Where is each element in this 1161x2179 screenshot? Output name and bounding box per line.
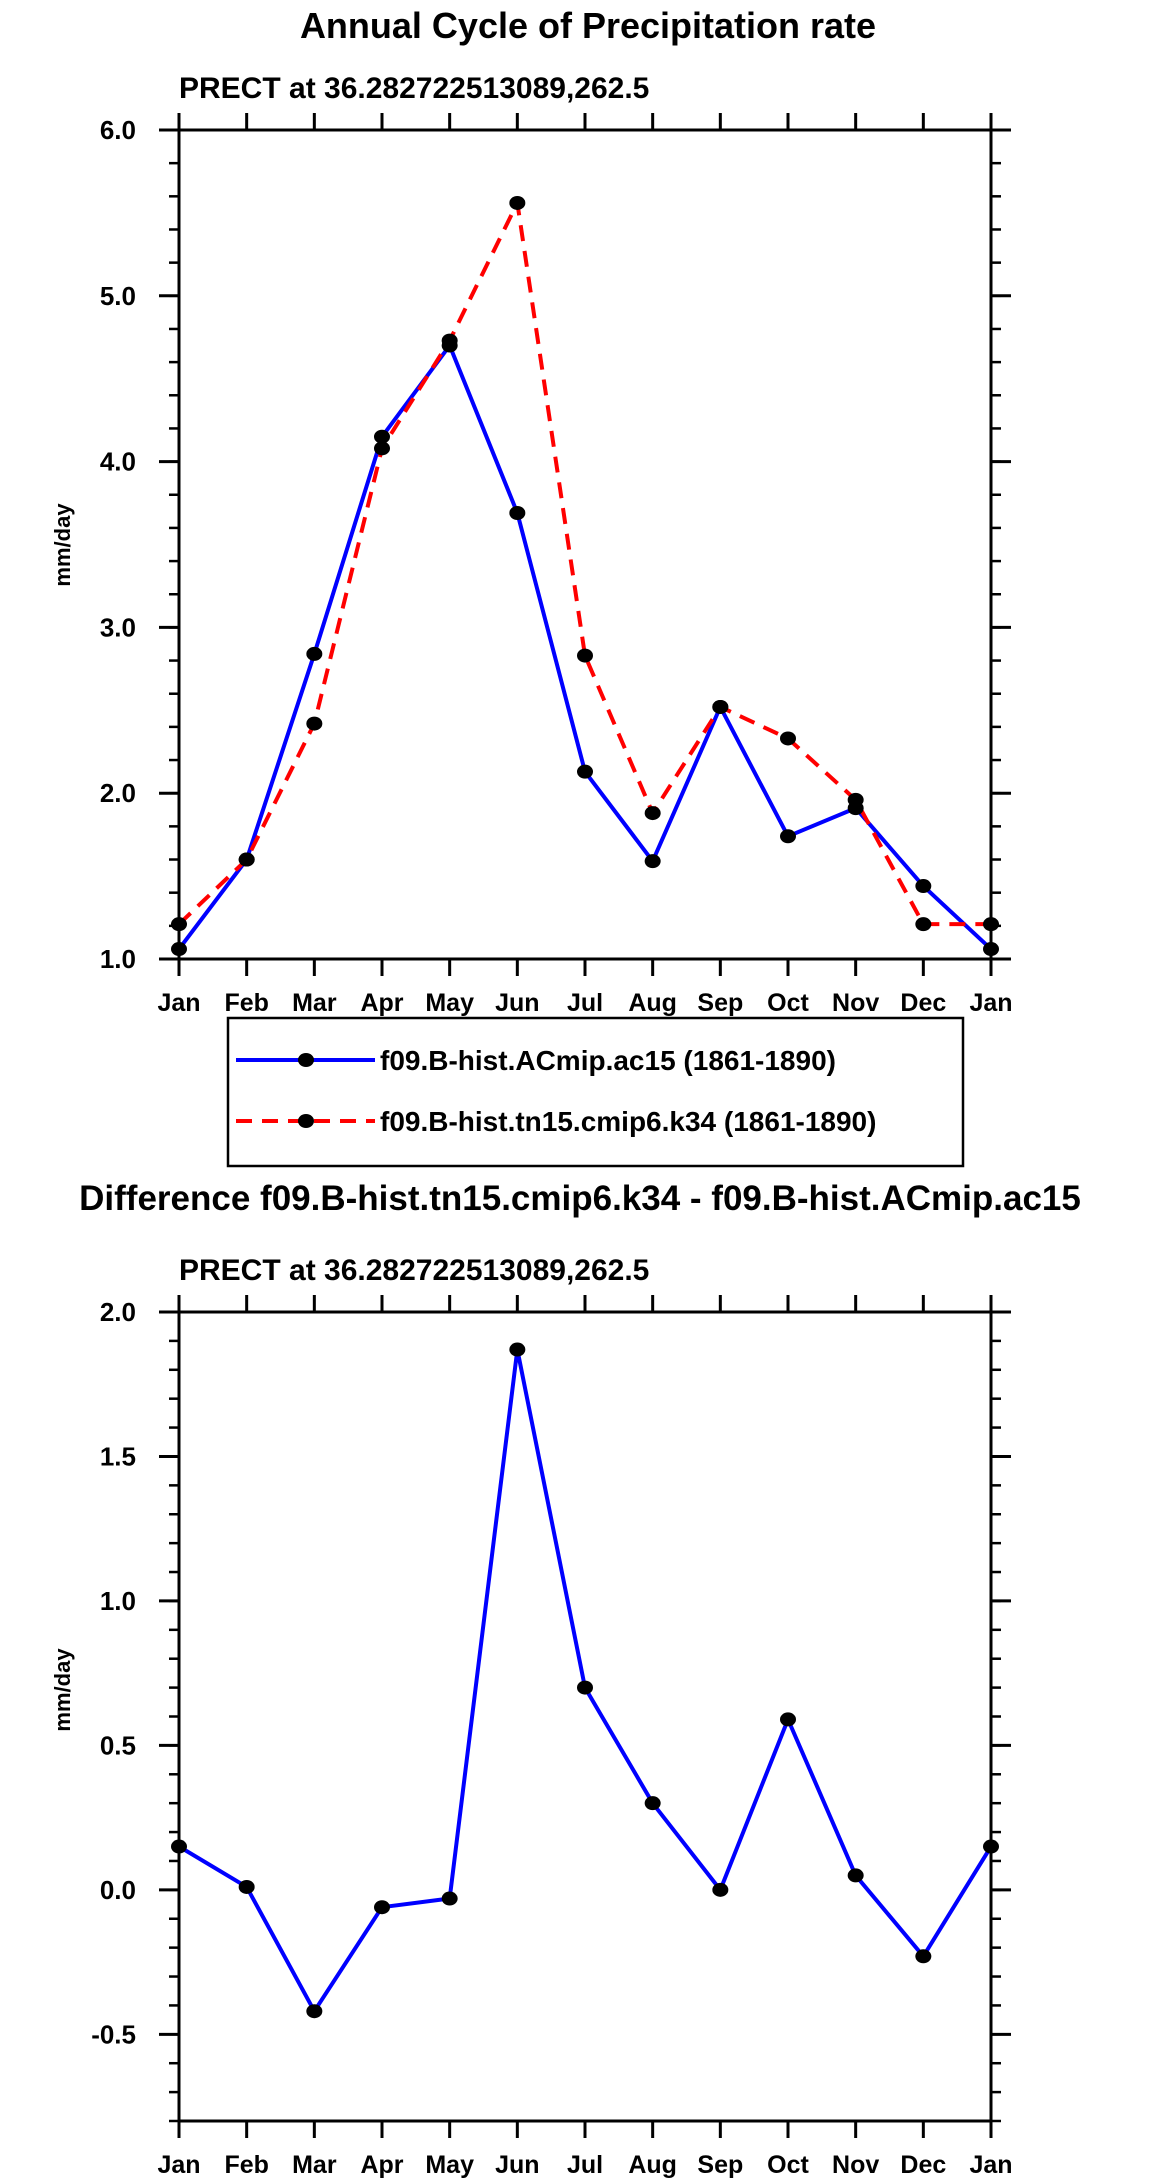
x-tick-label: Dec [900, 989, 946, 1017]
x-tick-label: Jul [567, 989, 603, 1017]
x-tick-label: Aug [628, 2151, 677, 2179]
chart1-series-1-point [915, 879, 932, 894]
y-tick-label: 1.0 [100, 1586, 136, 1616]
x-tick-label: Mar [292, 2151, 337, 2179]
x-tick-label: Mar [292, 989, 337, 1017]
chart1-series-1-point [374, 429, 390, 444]
y-tick-label: 1.5 [100, 1441, 136, 1471]
chart2-series-1-point [238, 1879, 255, 1894]
legend: f09.B-hist.ACmip.ac15 (1861-1890) f09.B-… [226, 1016, 965, 1168]
chart2-plot: Jan Feb Mar Apr May Jun Jul Aug Sep Oct Nov Dec Jan -… [91, 1295, 1013, 2179]
y-tick-label: 3.0 [100, 612, 136, 642]
chart1-series-2-point [577, 648, 593, 663]
x-tick-label: Jan [157, 989, 200, 1017]
chart2-series-1-point [780, 1712, 796, 1727]
chart1-series-2-point [238, 852, 255, 867]
y-tick-label: 2.0 [100, 778, 136, 808]
chart2-series-1-point [374, 1900, 390, 1915]
chart1-series-2-point [171, 917, 187, 932]
legend-box [226, 1016, 965, 1168]
chart1-ylabel: mm/day [50, 503, 75, 587]
plot-frame [177, 128, 993, 961]
plot-frame [177, 1310, 993, 2123]
chart1-series-2-point [983, 917, 999, 932]
legend-label-series-2: f09.B-hist.tn15.cmip6.k34 (1861-1890) [380, 1106, 876, 1137]
chart1-series-2-point [644, 806, 661, 821]
x-tick-label: Sep [697, 2151, 743, 2179]
chart2-series-1-point [306, 2004, 323, 2019]
chart1-series-1-point [509, 505, 526, 520]
chart2-subtitle: PRECT at 36.282722513089,262.5 [179, 1254, 649, 1287]
chart2-series-1-point [577, 1680, 593, 1695]
x-tick-label: Nov [832, 989, 879, 1017]
x-tick-label: Oct [767, 989, 809, 1017]
x-tick-label: Nov [832, 2151, 879, 2179]
chart1-series-2-point [915, 917, 932, 932]
chart1-series-1-point [983, 942, 999, 957]
chart2-series-1-point [441, 1891, 458, 1906]
chart1-title: Annual Cycle of Precipitation rate [300, 5, 876, 46]
y-tick-label: 6.0 [100, 115, 136, 145]
chart2-ylabel: mm/day [50, 1648, 75, 1732]
x-tick-label: May [425, 989, 474, 1017]
chart2-series-1-point [847, 1868, 864, 1883]
chart2-series-1-point [509, 1342, 526, 1357]
chart1-series-2-line [177, 200, 991, 927]
x-tick-label: Sep [697, 989, 743, 1017]
y-tick-label: 2.0 [100, 1297, 136, 1327]
chart1-series-2-point [780, 731, 796, 746]
x-tick-label: Jun [495, 2151, 539, 2179]
chart2-title: Difference f09.B-hist.tn15.cmip6.k34 - f… [79, 1179, 1081, 1218]
legend-marker-series-2 [298, 1114, 314, 1128]
chart2-series-1-point [171, 1839, 187, 1854]
chart1-series-2-point [847, 792, 864, 807]
chart2-series-1-point [983, 1839, 999, 1854]
chart1-series-2-point [712, 699, 729, 714]
chart1-series-1-point [780, 829, 796, 844]
chart2-series-1-line [177, 1347, 993, 2014]
x-tick-label: Apr [360, 989, 403, 1017]
x-tick-label: Jan [157, 2151, 200, 2179]
y-tick-label: 5.0 [100, 281, 136, 311]
chart2-series-1-point [644, 1796, 661, 1811]
chart1-series-2-point [441, 333, 458, 348]
chart1-subtitle: PRECT at 36.282722513089,262.5 [179, 72, 649, 105]
x-tick-label: Jan [969, 989, 1012, 1017]
x-tick-label: May [425, 2151, 474, 2179]
x-tick-label: Apr [360, 2151, 403, 2179]
x-tick-label: Aug [628, 989, 677, 1017]
chart2-series-1-point [712, 1882, 729, 1897]
chart1-series-2-point [306, 716, 323, 731]
x-tick-label: Jul [567, 2151, 603, 2179]
x-tick-label: Oct [767, 2151, 809, 2179]
chart1-series-1-point [306, 646, 323, 661]
chart1-series-1-point [644, 854, 661, 869]
chart1-series-1-point [577, 764, 593, 779]
y-tick-label: 1.0 [100, 944, 136, 974]
chart1-series-2-point [374, 441, 390, 456]
x-tick-label: Feb [224, 989, 268, 1017]
x-tick-label: Dec [900, 2151, 946, 2179]
y-tick-label: 0.5 [100, 1730, 136, 1760]
legend-marker-series-1 [298, 1053, 314, 1067]
x-tick-label: Feb [224, 2151, 268, 2179]
x-tick-label: Jan [969, 2151, 1012, 2179]
legend-label-series-1: f09.B-hist.ACmip.ac15 (1861-1890) [380, 1045, 836, 1076]
y-tick-label: -0.5 [91, 2019, 136, 2049]
chart2-series-1-point [915, 1949, 932, 1964]
x-tick-label: Jun [495, 989, 539, 1017]
chart1-series-2-point [509, 195, 526, 210]
chart1-plot: Jan Feb Mar Apr May Jun Jul Aug Sep Oct Nov Dec Jan 1… [100, 113, 1013, 1017]
y-tick-label: 0.0 [100, 1875, 136, 1905]
chart1-series-1-point [171, 942, 187, 957]
y-tick-label: 4.0 [100, 447, 136, 477]
